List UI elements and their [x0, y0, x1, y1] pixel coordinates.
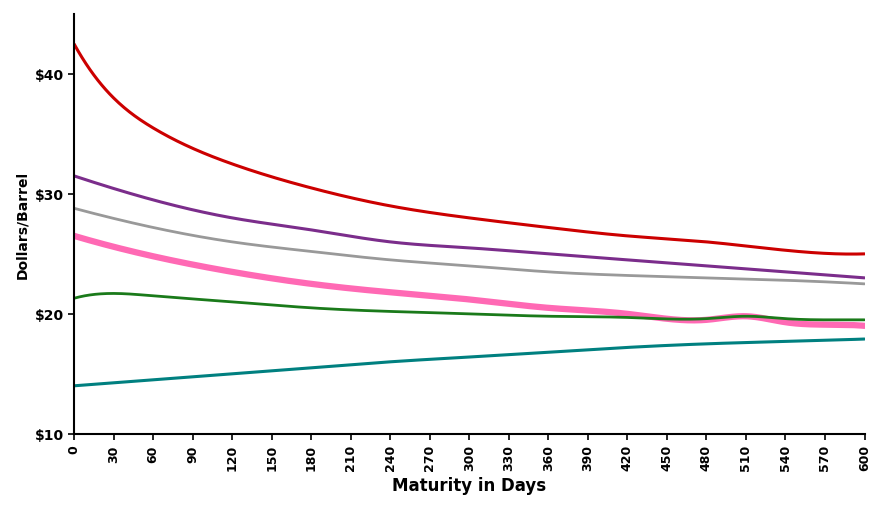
X-axis label: Maturity in Days: Maturity in Days	[392, 476, 547, 494]
Y-axis label: Dollars/Barrel: Dollars/Barrel	[15, 171, 29, 278]
